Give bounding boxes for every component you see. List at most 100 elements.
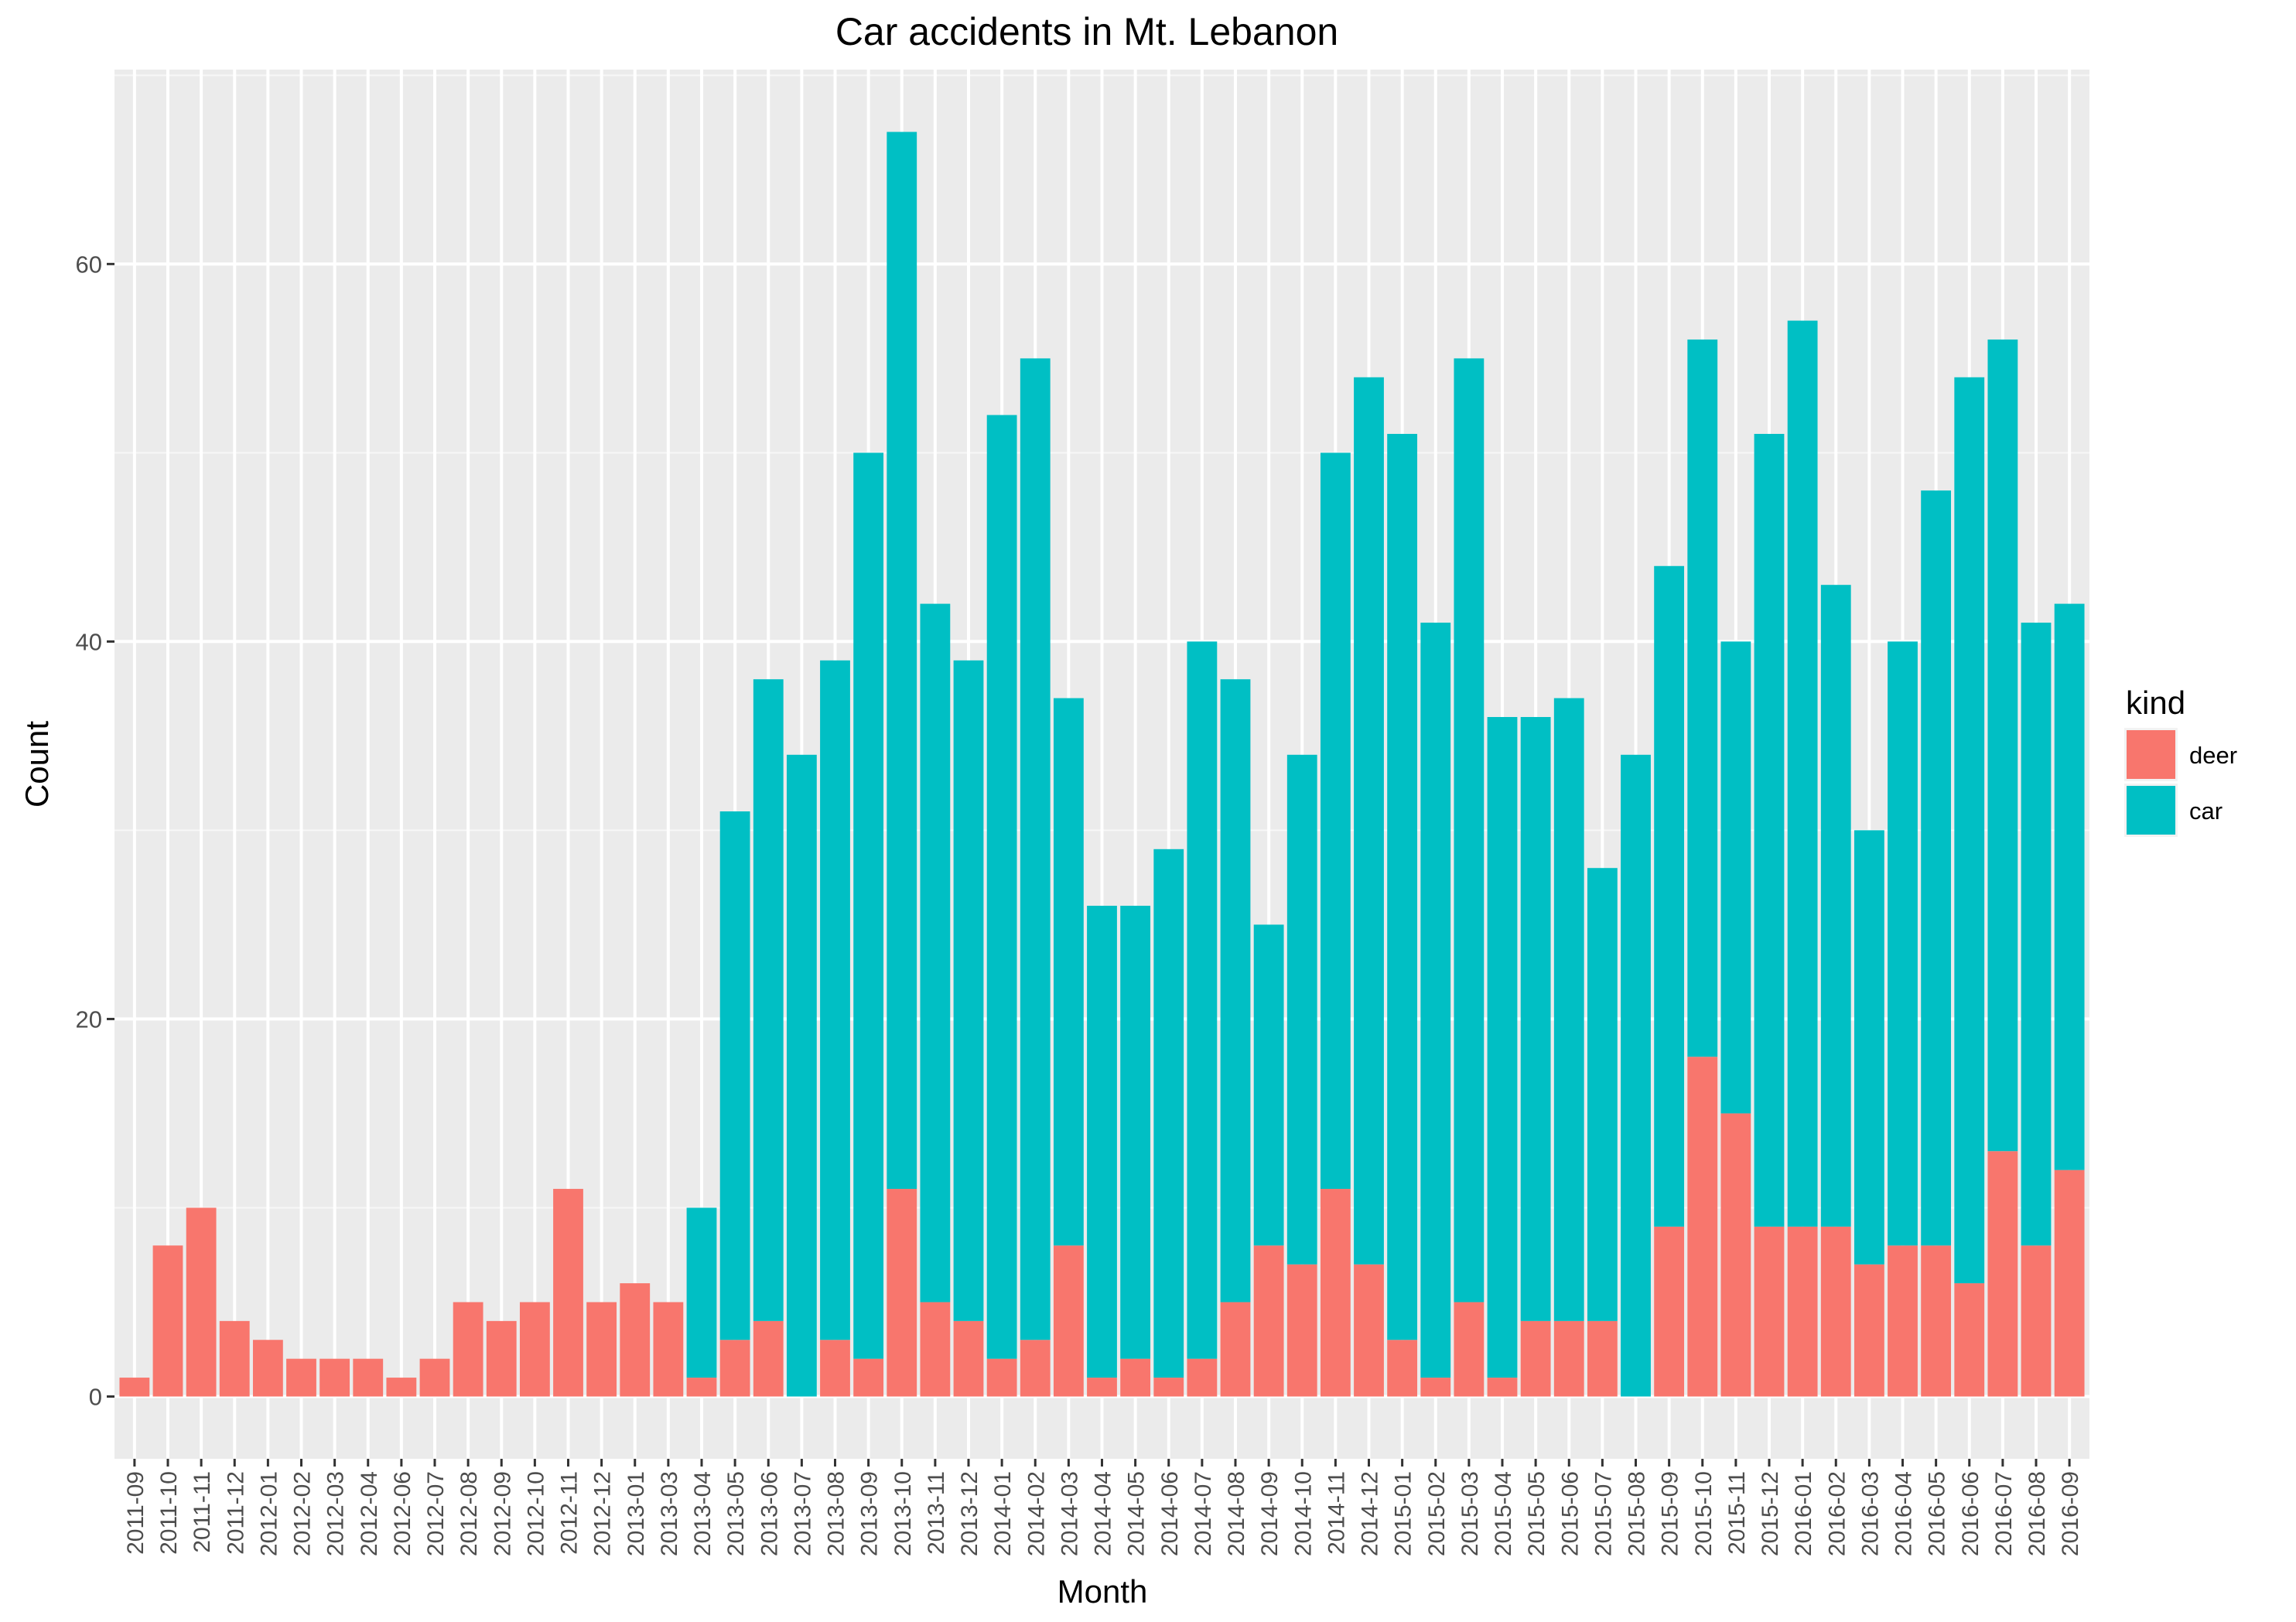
bar-segment-deer — [1020, 1340, 1051, 1397]
x-tick-label: 2016-07 — [1991, 1471, 2017, 1556]
bar-segment-car — [1754, 433, 1785, 1227]
bar-segment-car — [1187, 641, 1218, 1359]
bar-segment-car — [1220, 679, 1251, 1303]
x-tick-label: 2012-03 — [323, 1471, 349, 1556]
bar-segment-deer — [1854, 1264, 1884, 1397]
bar-segment-deer — [1053, 1245, 1084, 1397]
bar-segment-deer — [753, 1320, 784, 1397]
bar-segment-car — [1020, 358, 1051, 1340]
chart-title: Car accidents in Mt. Lebanon — [835, 10, 1338, 53]
legend-key-deer — [2127, 730, 2175, 779]
x-tick-label: 2015-03 — [1457, 1471, 1483, 1556]
bar-segment-car — [2054, 603, 2085, 1170]
x-tick-label: 2013-03 — [657, 1471, 682, 1556]
x-tick-label: 2013-10 — [890, 1471, 916, 1556]
bar-segment-car — [2021, 622, 2052, 1246]
bar-segment-car — [853, 452, 884, 1359]
x-tick-label: 2013-04 — [690, 1471, 716, 1556]
bar-segment-deer — [519, 1302, 550, 1397]
x-tick-label: 2016-09 — [2058, 1471, 2083, 1556]
bar-segment-car — [1987, 339, 2018, 1152]
bar-segment-deer — [620, 1283, 651, 1397]
bar-segment-deer — [1954, 1283, 1985, 1397]
x-tick-label: 2014-02 — [1023, 1471, 1049, 1556]
bar-segment-car — [1553, 698, 1584, 1321]
bar-segment-car — [1487, 716, 1518, 1378]
bar-segment-deer — [920, 1302, 951, 1397]
x-axis-title: Month — [1057, 1573, 1148, 1610]
bar-segment-deer — [1520, 1320, 1551, 1397]
bar-segment-deer — [1820, 1226, 1851, 1397]
bar-segment-car — [820, 660, 850, 1340]
bar-segment-deer — [986, 1358, 1017, 1397]
bar-segment-car — [1053, 698, 1084, 1246]
y-axis-ticks: 0 20 40 60 — [76, 251, 114, 1410]
x-tick-label: 2015-09 — [1658, 1471, 1683, 1556]
bar-segment-deer — [1587, 1320, 1618, 1397]
bar-segment-deer — [1754, 1226, 1785, 1397]
bar-segment-deer — [386, 1378, 417, 1397]
x-tick-label: 2014-10 — [1290, 1471, 1316, 1556]
bar-segment-deer — [1987, 1151, 2018, 1397]
x-tick-label: 2016-02 — [1824, 1471, 1850, 1556]
x-tick-label: 2013-08 — [824, 1471, 849, 1556]
bar-segment-car — [1520, 716, 1551, 1321]
bars — [119, 131, 2085, 1397]
x-tick-label: 2015-06 — [1557, 1471, 1583, 1556]
legend-title: kind — [2126, 685, 2185, 721]
bar-segment-car — [1954, 377, 1985, 1284]
x-tick-label: 2015-12 — [1758, 1471, 1783, 1556]
x-tick-label: 2012-10 — [523, 1471, 548, 1556]
x-tick-label: 2011-10 — [156, 1471, 182, 1555]
x-tick-label: 2013-01 — [624, 1471, 649, 1556]
x-tick-label: 2015-01 — [1391, 1471, 1416, 1556]
y-tick-label: 20 — [76, 1006, 102, 1033]
bar-segment-car — [1720, 641, 1751, 1114]
bar-segment-car — [1587, 868, 1618, 1321]
bar-segment-car — [1320, 452, 1351, 1190]
bar-segment-car — [1454, 358, 1485, 1303]
bar-segment-deer — [820, 1340, 850, 1397]
bar-segment-car — [953, 660, 984, 1321]
bar-segment-deer — [1888, 1245, 1918, 1397]
bar-segment-car — [1354, 377, 1384, 1265]
bar-segment-deer — [353, 1358, 384, 1397]
bar-segment-car — [753, 679, 784, 1321]
bar-segment-deer — [152, 1245, 183, 1397]
bar-segment-deer — [1354, 1264, 1384, 1397]
bar-segment-car — [1854, 830, 1884, 1265]
bar-segment-deer — [1387, 1340, 1418, 1397]
x-tick-label: 2015-04 — [1491, 1471, 1516, 1556]
bar-segment-deer — [1720, 1113, 1751, 1397]
x-tick-label: 2013-05 — [723, 1471, 749, 1556]
bar-segment-deer — [853, 1358, 884, 1397]
y-tick-label: 0 — [89, 1383, 102, 1410]
bar-segment-deer — [286, 1358, 316, 1397]
x-tick-label: 2011-11 — [190, 1471, 215, 1553]
x-tick-label: 2012-01 — [256, 1471, 282, 1556]
bar-segment-deer — [252, 1340, 283, 1397]
y-tick-label: 60 — [76, 251, 102, 278]
x-tick-label: 2016-06 — [1958, 1471, 1983, 1556]
x-tick-label: 2014-06 — [1157, 1471, 1183, 1556]
x-tick-label: 2013-12 — [957, 1471, 982, 1556]
bar-segment-car — [1153, 849, 1184, 1378]
bar-segment-deer — [1487, 1378, 1518, 1397]
bar-segment-car — [1253, 924, 1284, 1246]
x-tick-label: 2012-11 — [557, 1471, 583, 1555]
x-tick-label: 2015-05 — [1524, 1471, 1549, 1556]
bar-segment-deer — [553, 1189, 583, 1397]
bar-segment-deer — [1921, 1245, 1952, 1397]
bar-segment-car — [1921, 490, 1952, 1246]
bar-segment-deer — [1253, 1245, 1284, 1397]
x-tick-label: 2012-09 — [490, 1471, 515, 1556]
bar-segment-deer — [1787, 1226, 1818, 1397]
x-tick-label: 2013-09 — [857, 1471, 883, 1556]
legend-key-car — [2127, 786, 2175, 835]
bar-segment-deer — [1153, 1378, 1184, 1397]
legend: kind deer car — [2124, 685, 2237, 837]
bar-segment-deer — [1187, 1358, 1218, 1397]
bar-segment-car — [1787, 320, 1818, 1227]
bar-segment-car — [1621, 754, 1651, 1397]
bar-segment-car — [1387, 433, 1418, 1340]
